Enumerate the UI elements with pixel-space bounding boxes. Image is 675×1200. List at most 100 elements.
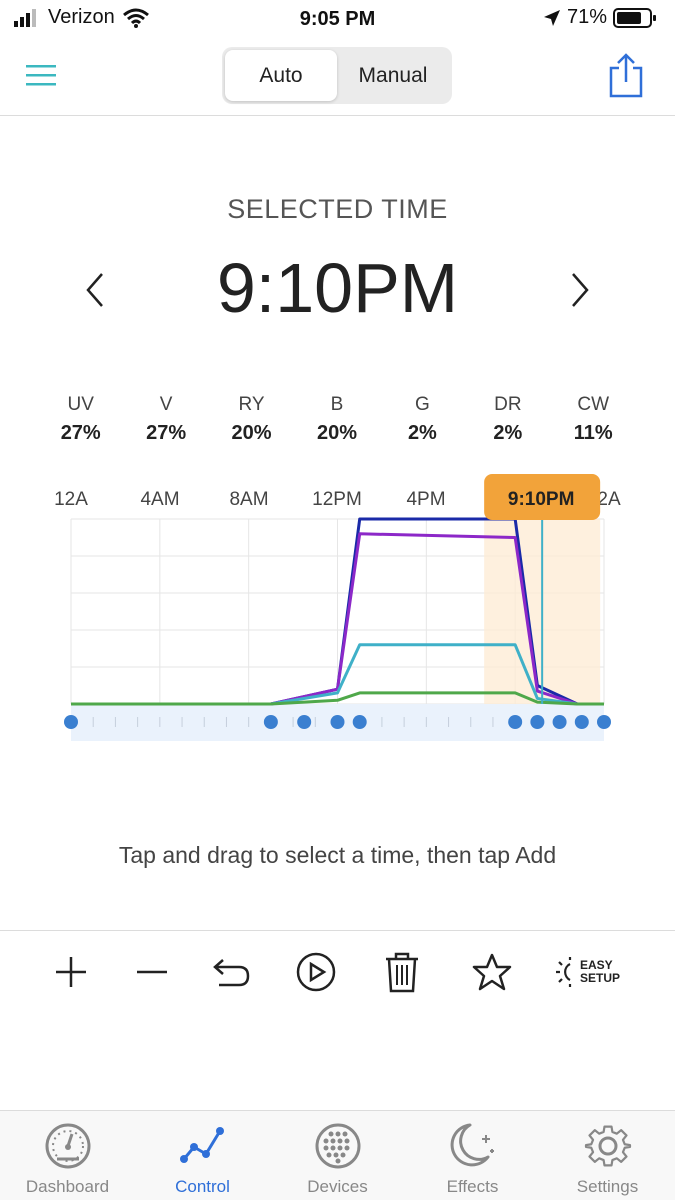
schedule-point[interactable]	[508, 715, 523, 729]
chart-lines	[71, 517, 604, 706]
status-left: Verizon	[14, 6, 149, 29]
signal-icon	[14, 8, 36, 27]
channel-levels: UV 27% V 27% RY 20% B 20% G 2% DR 2% CW …	[38, 394, 636, 445]
schedule-point[interactable]	[574, 715, 589, 729]
channel-name: UV	[67, 394, 94, 415]
moon-stars-icon	[450, 1123, 494, 1167]
location-arrow-icon	[543, 9, 560, 26]
time-label-4pm: 4PM	[406, 489, 445, 510]
channel-name: RY	[238, 394, 265, 415]
channel-g: G 2%	[380, 394, 465, 445]
graph-icon	[179, 1127, 224, 1163]
time-label-8am: 8AM	[229, 489, 268, 510]
selected-time-value: 9:10PM	[216, 249, 459, 327]
tab-label: Settings	[576, 1177, 639, 1196]
channel-value: 27%	[146, 422, 187, 444]
tab-settings[interactable]: Settings	[540, 1111, 675, 1200]
time-label-2a: 2A	[597, 489, 621, 510]
channel-name: V	[159, 394, 173, 415]
favorite-button[interactable]	[467, 949, 517, 995]
tab-label: Control	[175, 1177, 230, 1196]
schedule-point[interactable]	[552, 715, 567, 729]
battery-icon	[613, 7, 656, 28]
tab-control[interactable]: Control	[135, 1111, 270, 1200]
schedule-point[interactable]	[530, 715, 545, 729]
mode-segmented-control: Auto Manual	[222, 47, 452, 104]
status-bar: Verizon 9:05 PM 71%	[0, 0, 675, 38]
time-label-12pm: 12PM	[312, 489, 362, 510]
easy-setup-line1: EASY	[580, 958, 613, 972]
share-button[interactable]	[607, 52, 645, 98]
channel-name: G	[415, 394, 430, 415]
channel-value: 27%	[60, 422, 101, 444]
undo-icon	[213, 959, 250, 987]
remove-point-button[interactable]	[127, 949, 177, 995]
schedule-point[interactable]	[330, 715, 345, 729]
status-time: 9:05 PM	[299, 8, 376, 30]
battery-percent: 71%	[566, 6, 607, 28]
schedule-point[interactable]	[64, 715, 78, 729]
play-icon	[296, 952, 336, 992]
minus-icon	[137, 970, 167, 974]
tab-label: Dashboard	[25, 1177, 110, 1196]
segment-auto[interactable]: Auto	[225, 50, 337, 101]
gauge-icon	[45, 1123, 90, 1169]
channel-dr: DR 2%	[465, 394, 550, 445]
channel-b: B 20%	[294, 394, 379, 445]
status-right: 71%	[543, 6, 657, 29]
time-label-4am: 4AM	[140, 489, 179, 510]
hamburger-icon	[26, 65, 56, 86]
delete-button[interactable]	[377, 949, 427, 995]
series-line-3	[71, 691, 604, 706]
channel-name: CW	[577, 394, 610, 415]
channel-value: 11%	[573, 422, 613, 444]
add-point-button[interactable]	[46, 949, 96, 995]
tab-bar: Dashboard Control	[0, 1110, 675, 1200]
tab-label: Effects	[446, 1177, 499, 1196]
channel-uv: UV 27%	[38, 394, 123, 445]
next-time-button[interactable]	[565, 268, 595, 312]
plus-icon	[56, 957, 86, 987]
gear-icon	[584, 1125, 631, 1167]
undo-button[interactable]	[206, 949, 256, 995]
easy-setup-line2: SETUP	[580, 971, 621, 985]
channel-value: 2%	[493, 422, 523, 444]
selected-time-label: SELECTED TIME	[227, 194, 448, 224]
channel-ry: RY 20%	[209, 394, 294, 445]
easy-setup-label: EASY SETUP	[580, 959, 620, 985]
chevron-right-icon	[572, 273, 589, 307]
navigation-bar: Auto Manual	[0, 38, 675, 116]
selected-time-marker[interactable]	[484, 474, 601, 520]
share-icon	[609, 53, 643, 98]
channel-name: B	[330, 394, 344, 415]
schedule-chart[interactable]: 12A 4AM 8AM 12PM 4PM 2A 9:10PM	[0, 468, 675, 748]
segment-manual[interactable]: Manual	[358, 63, 428, 87]
channel-name: DR	[494, 394, 522, 415]
channel-value: 2%	[407, 422, 437, 444]
star-icon	[472, 953, 512, 991]
tab-devices[interactable]: Devices	[270, 1111, 405, 1200]
tab-dashboard[interactable]: Dashboard	[0, 1111, 135, 1200]
sun-icon	[556, 957, 572, 987]
easy-setup-button[interactable]: EASY SETUP	[552, 949, 632, 995]
devices-grid-icon	[315, 1123, 360, 1169]
schedule-point[interactable]	[263, 715, 278, 729]
instruction-hint: Tap and drag to select a time, then tap …	[118, 842, 557, 868]
menu-button[interactable]	[26, 64, 58, 88]
tab-effects[interactable]: Effects	[405, 1111, 540, 1200]
schedule-point[interactable]	[597, 715, 611, 729]
channel-cw: CW 11%	[551, 394, 636, 445]
tab-label: Devices	[307, 1177, 368, 1196]
play-preview-button[interactable]	[291, 949, 341, 995]
channel-value: 20%	[316, 422, 357, 444]
carrier-label: Verizon	[48, 6, 115, 28]
selected-time-marker-label: 9:10PM	[508, 489, 575, 510]
schedule-point[interactable]	[297, 715, 312, 729]
schedule-point[interactable]	[352, 715, 367, 729]
trash-icon	[386, 952, 418, 993]
chart-points	[64, 715, 611, 729]
previous-time-button[interactable]	[80, 268, 110, 312]
channel-value: 20%	[231, 422, 272, 444]
channel-v: V 27%	[123, 394, 208, 445]
